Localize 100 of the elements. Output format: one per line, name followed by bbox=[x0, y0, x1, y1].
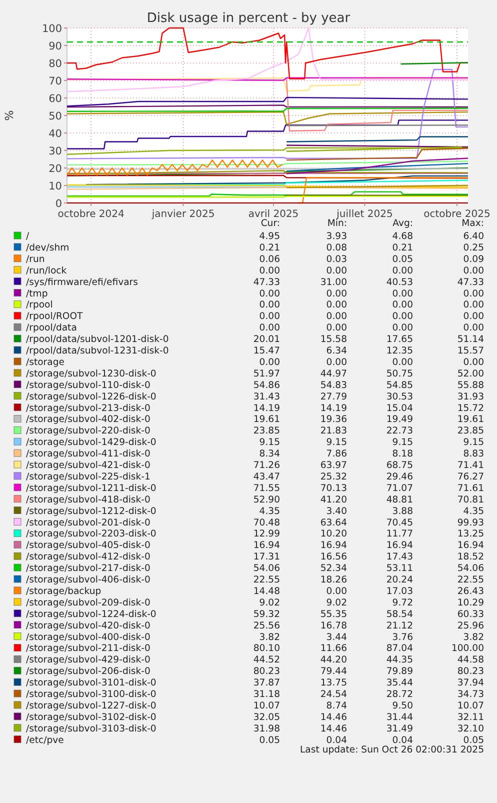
chart-title: Disk usage in percent - by year bbox=[146, 11, 351, 26]
legend-label: /rpool/data/subvol-1201-disk-0 bbox=[26, 334, 169, 346]
legend-label: /storage/subvol-1224-disk-0 bbox=[26, 608, 156, 620]
y-tick-label: 90 bbox=[48, 40, 62, 52]
text: 70.45 bbox=[386, 517, 414, 528]
text: 0.25 bbox=[463, 242, 484, 254]
text: 31.93 bbox=[457, 391, 484, 402]
text: 9.72 bbox=[392, 597, 413, 608]
legend-label: /storage/subvol-405-disk-0 bbox=[26, 540, 151, 552]
text: 31.18 bbox=[253, 689, 280, 700]
text: 21.83 bbox=[320, 426, 348, 437]
text: 68.75 bbox=[386, 460, 414, 471]
legend-label: / bbox=[26, 231, 30, 242]
text: 27.79 bbox=[320, 391, 348, 402]
text: 0.00 bbox=[259, 311, 280, 322]
text: 54.06 bbox=[457, 563, 484, 574]
text: 18.26 bbox=[320, 574, 348, 586]
legend-label: /storage/subvol-3102-disk-0 bbox=[26, 712, 156, 723]
text: 0.00 bbox=[326, 288, 348, 300]
text: 0.00 bbox=[326, 322, 348, 334]
text: 19.61 bbox=[457, 414, 484, 426]
text: 25.96 bbox=[457, 620, 484, 632]
text: 52.00 bbox=[457, 368, 484, 380]
text: 32.05 bbox=[253, 712, 280, 723]
text: 23.85 bbox=[253, 426, 280, 437]
text: 3.40 bbox=[326, 506, 348, 517]
text: 10.07 bbox=[457, 700, 484, 712]
text: 0.09 bbox=[463, 254, 484, 265]
legend-label: /storage/subvol-217-disk-0 bbox=[26, 563, 151, 574]
text: 55.35 bbox=[320, 608, 348, 620]
legend-label: /storage/subvol-406-disk-0 bbox=[26, 574, 151, 586]
y-tick-label: 100 bbox=[42, 23, 62, 35]
text: 22.73 bbox=[386, 426, 414, 437]
text: 0.00 bbox=[326, 300, 348, 311]
y-tick-label: 50 bbox=[48, 110, 62, 122]
text: 0.00 bbox=[392, 356, 414, 368]
text: 32.11 bbox=[457, 712, 484, 723]
text: 17.65 bbox=[386, 334, 414, 346]
text: 0.00 bbox=[392, 288, 414, 300]
legend-label: /storage/subvol-402-disk-0 bbox=[26, 414, 151, 426]
text: 34.73 bbox=[457, 689, 484, 700]
x-tick-label: octobre 2024 bbox=[58, 209, 124, 220]
legend-label: /storage/subvol-411-disk-0 bbox=[26, 448, 151, 460]
text: 41.20 bbox=[320, 494, 348, 506]
legend-label: /storage/subvol-1211-disk-0 bbox=[26, 482, 156, 494]
legend-label: /rpool/data bbox=[26, 322, 77, 334]
legend-label: /storage/subvol-421-disk-0 bbox=[26, 460, 151, 471]
text: 60.33 bbox=[457, 608, 484, 620]
text: 70.48 bbox=[253, 517, 280, 528]
text: 3.82 bbox=[259, 632, 280, 643]
text: 19.36 bbox=[320, 414, 348, 426]
text: 63.97 bbox=[320, 460, 348, 471]
legend-label: /storage/subvol-213-disk-0 bbox=[26, 402, 151, 414]
text: 35.44 bbox=[386, 678, 414, 689]
text: 25.56 bbox=[253, 620, 280, 632]
text: 0.00 bbox=[326, 311, 348, 322]
text: 51.14 bbox=[457, 334, 484, 346]
text: 71.61 bbox=[457, 482, 484, 494]
legend-label: /storage/subvol-225-disk-1 bbox=[26, 471, 151, 482]
text: 19.61 bbox=[253, 414, 280, 426]
text: 100.00 bbox=[451, 643, 484, 654]
legend-label: /rpool/ROOT bbox=[26, 311, 84, 322]
text: 50.75 bbox=[386, 368, 414, 380]
text: 44.97 bbox=[320, 368, 348, 380]
text: 8.34 bbox=[259, 448, 280, 460]
text: 0.00 bbox=[259, 322, 280, 334]
text: 0.00 bbox=[326, 265, 348, 276]
text: 19.49 bbox=[386, 414, 414, 426]
text: 55.88 bbox=[457, 380, 484, 391]
text: 16.56 bbox=[320, 552, 348, 563]
text: 16.94 bbox=[253, 540, 280, 552]
text: 0.00 bbox=[392, 322, 414, 334]
text: 4.35 bbox=[463, 506, 484, 517]
legend-label: /storage/subvol-209-disk-0 bbox=[26, 597, 151, 608]
text: 63.64 bbox=[320, 517, 348, 528]
y-tick-label: 60 bbox=[48, 93, 62, 105]
text: 0.04 bbox=[392, 734, 414, 746]
text: 15.47 bbox=[253, 346, 280, 356]
legend-label: /etc/pve bbox=[26, 734, 64, 746]
text: 17.03 bbox=[386, 586, 414, 597]
text: 0.06 bbox=[259, 254, 280, 265]
text: 31.49 bbox=[386, 723, 414, 734]
text: 76.27 bbox=[457, 471, 484, 482]
text: 16.94 bbox=[320, 540, 348, 552]
text: 8.74 bbox=[326, 700, 348, 712]
legend-label: /storage/subvol-420-disk-0 bbox=[26, 620, 151, 632]
legend-label: /sys/firmware/efi/efivars bbox=[26, 276, 138, 288]
text: 22.55 bbox=[253, 574, 280, 586]
legend-label: /storage/subvol-3103-disk-0 bbox=[26, 723, 156, 734]
text: 10.20 bbox=[320, 528, 348, 540]
text: 3.82 bbox=[463, 632, 484, 643]
legend-label: /storage/subvol-206-disk-0 bbox=[26, 666, 151, 678]
y-tick-label: 10 bbox=[48, 180, 62, 192]
y-tick-label: 30 bbox=[48, 146, 62, 158]
text: 0.00 bbox=[392, 265, 414, 276]
text: 13.75 bbox=[320, 678, 348, 689]
y-tick-label: 40 bbox=[48, 128, 62, 140]
text: 22.55 bbox=[457, 574, 484, 586]
text: 51.97 bbox=[253, 368, 280, 380]
text: 0.00 bbox=[463, 265, 484, 276]
